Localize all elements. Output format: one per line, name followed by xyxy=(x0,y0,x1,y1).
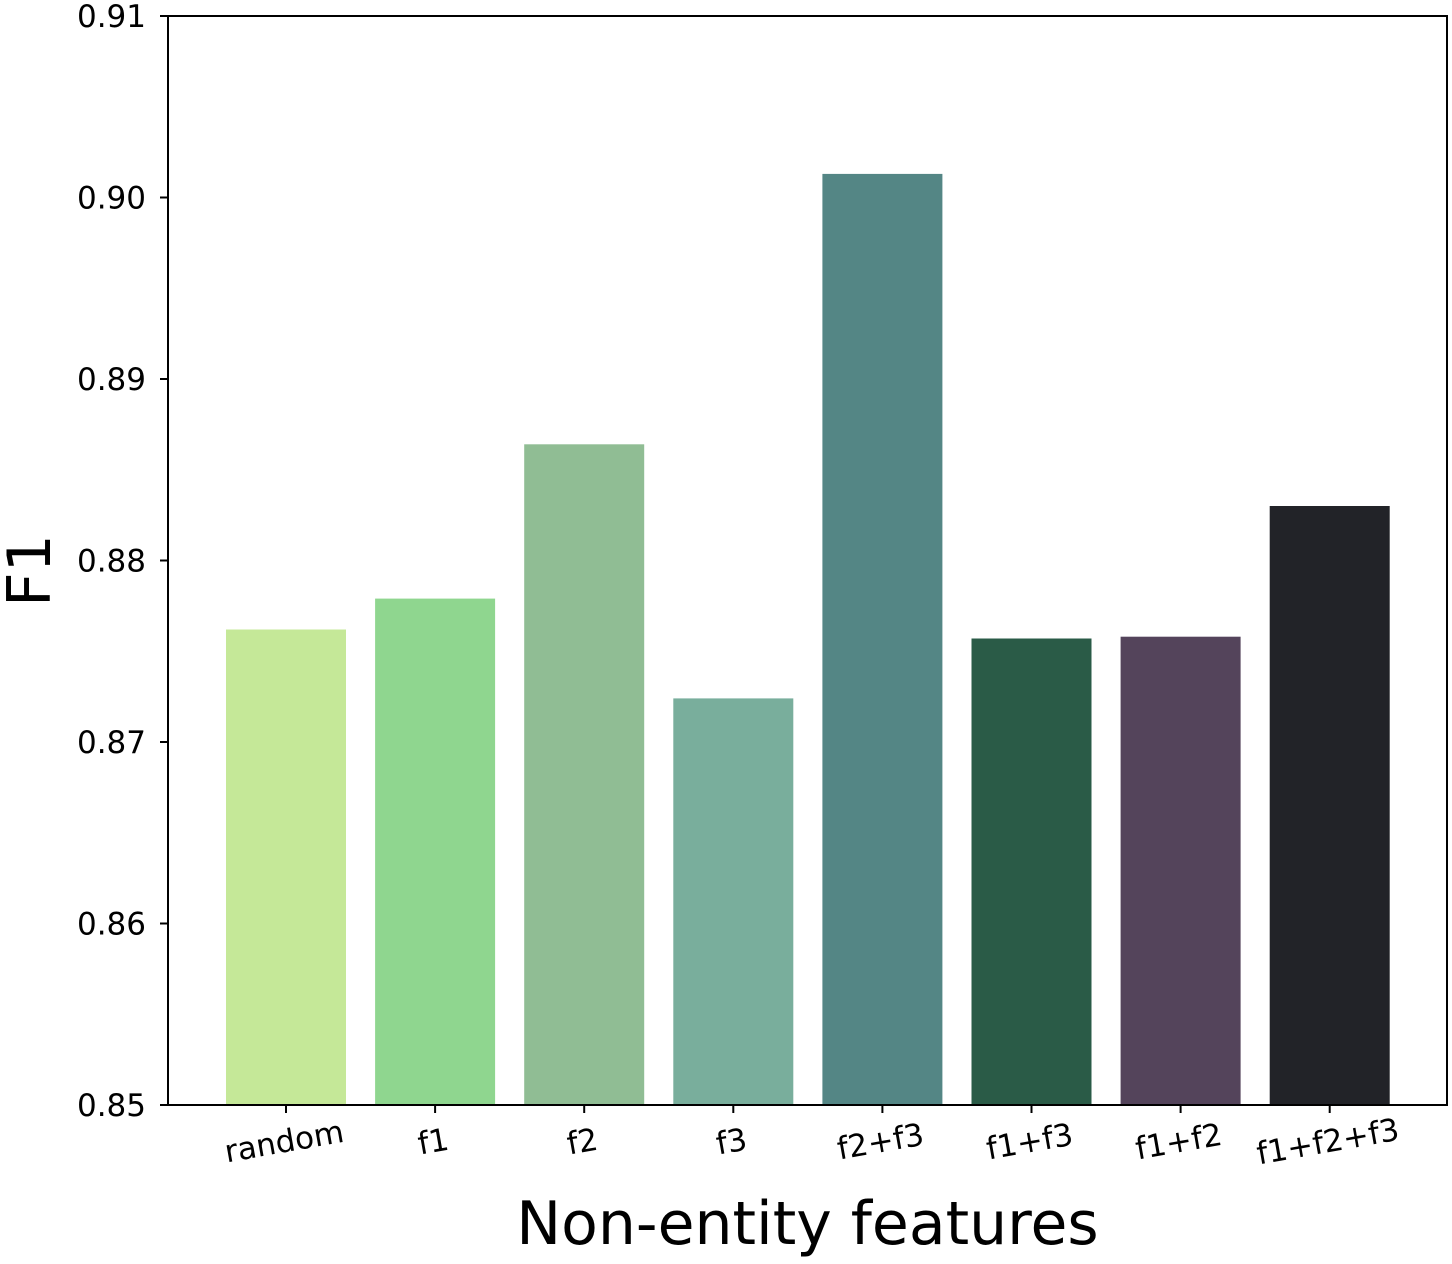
bar-f1+f2 xyxy=(1120,636,1241,1105)
bar-f1+f3 xyxy=(971,638,1092,1105)
x-tick-label-f1: f1 xyxy=(415,1122,451,1163)
y-tick-label: 0.89 xyxy=(77,362,146,398)
bars-layer xyxy=(226,173,1390,1105)
y-axis-ticks: 0.85 0.86 0.87 0.88 0.89 0.90 0.91 xyxy=(77,0,168,1124)
y-tick-label: 0.90 xyxy=(77,181,146,217)
x-tick-label-f2+f3: f2+f3 xyxy=(835,1117,927,1168)
bar-f3 xyxy=(673,698,794,1105)
x-axis-title: Non-entity features xyxy=(516,1189,1098,1259)
x-tick-label-f2: f2 xyxy=(564,1122,600,1163)
x-tick-label-f3: f3 xyxy=(713,1122,749,1163)
y-tick-label: 0.88 xyxy=(77,544,146,580)
x-tick-label-f1+f2+f3: f1+f2+f3 xyxy=(1254,1112,1402,1172)
y-tick-label: 0.86 xyxy=(77,907,146,943)
bar-f1+f2+f3 xyxy=(1269,506,1390,1105)
bar-f2+f3 xyxy=(822,173,943,1105)
y-axis-title: F1 xyxy=(0,534,65,607)
x-tick-label-random: random xyxy=(222,1114,347,1170)
bar-f2 xyxy=(524,444,645,1105)
y-tick-label: 0.91 xyxy=(77,0,146,35)
bar-random xyxy=(226,629,346,1105)
x-tick-label-f1+f2: f1+f2 xyxy=(1133,1117,1225,1168)
y-tick-label: 0.85 xyxy=(77,1088,146,1124)
bar-f1 xyxy=(375,598,496,1105)
x-axis-ticks: random f1 f2 f3 f2+f3 f1+f3 f1+f2 f1+f2+f3 xyxy=(222,1105,1402,1172)
plot-frame xyxy=(167,15,1448,1106)
x-tick-label-f1+f3: f1+f3 xyxy=(984,1117,1076,1168)
y-tick-label: 0.87 xyxy=(77,725,146,761)
